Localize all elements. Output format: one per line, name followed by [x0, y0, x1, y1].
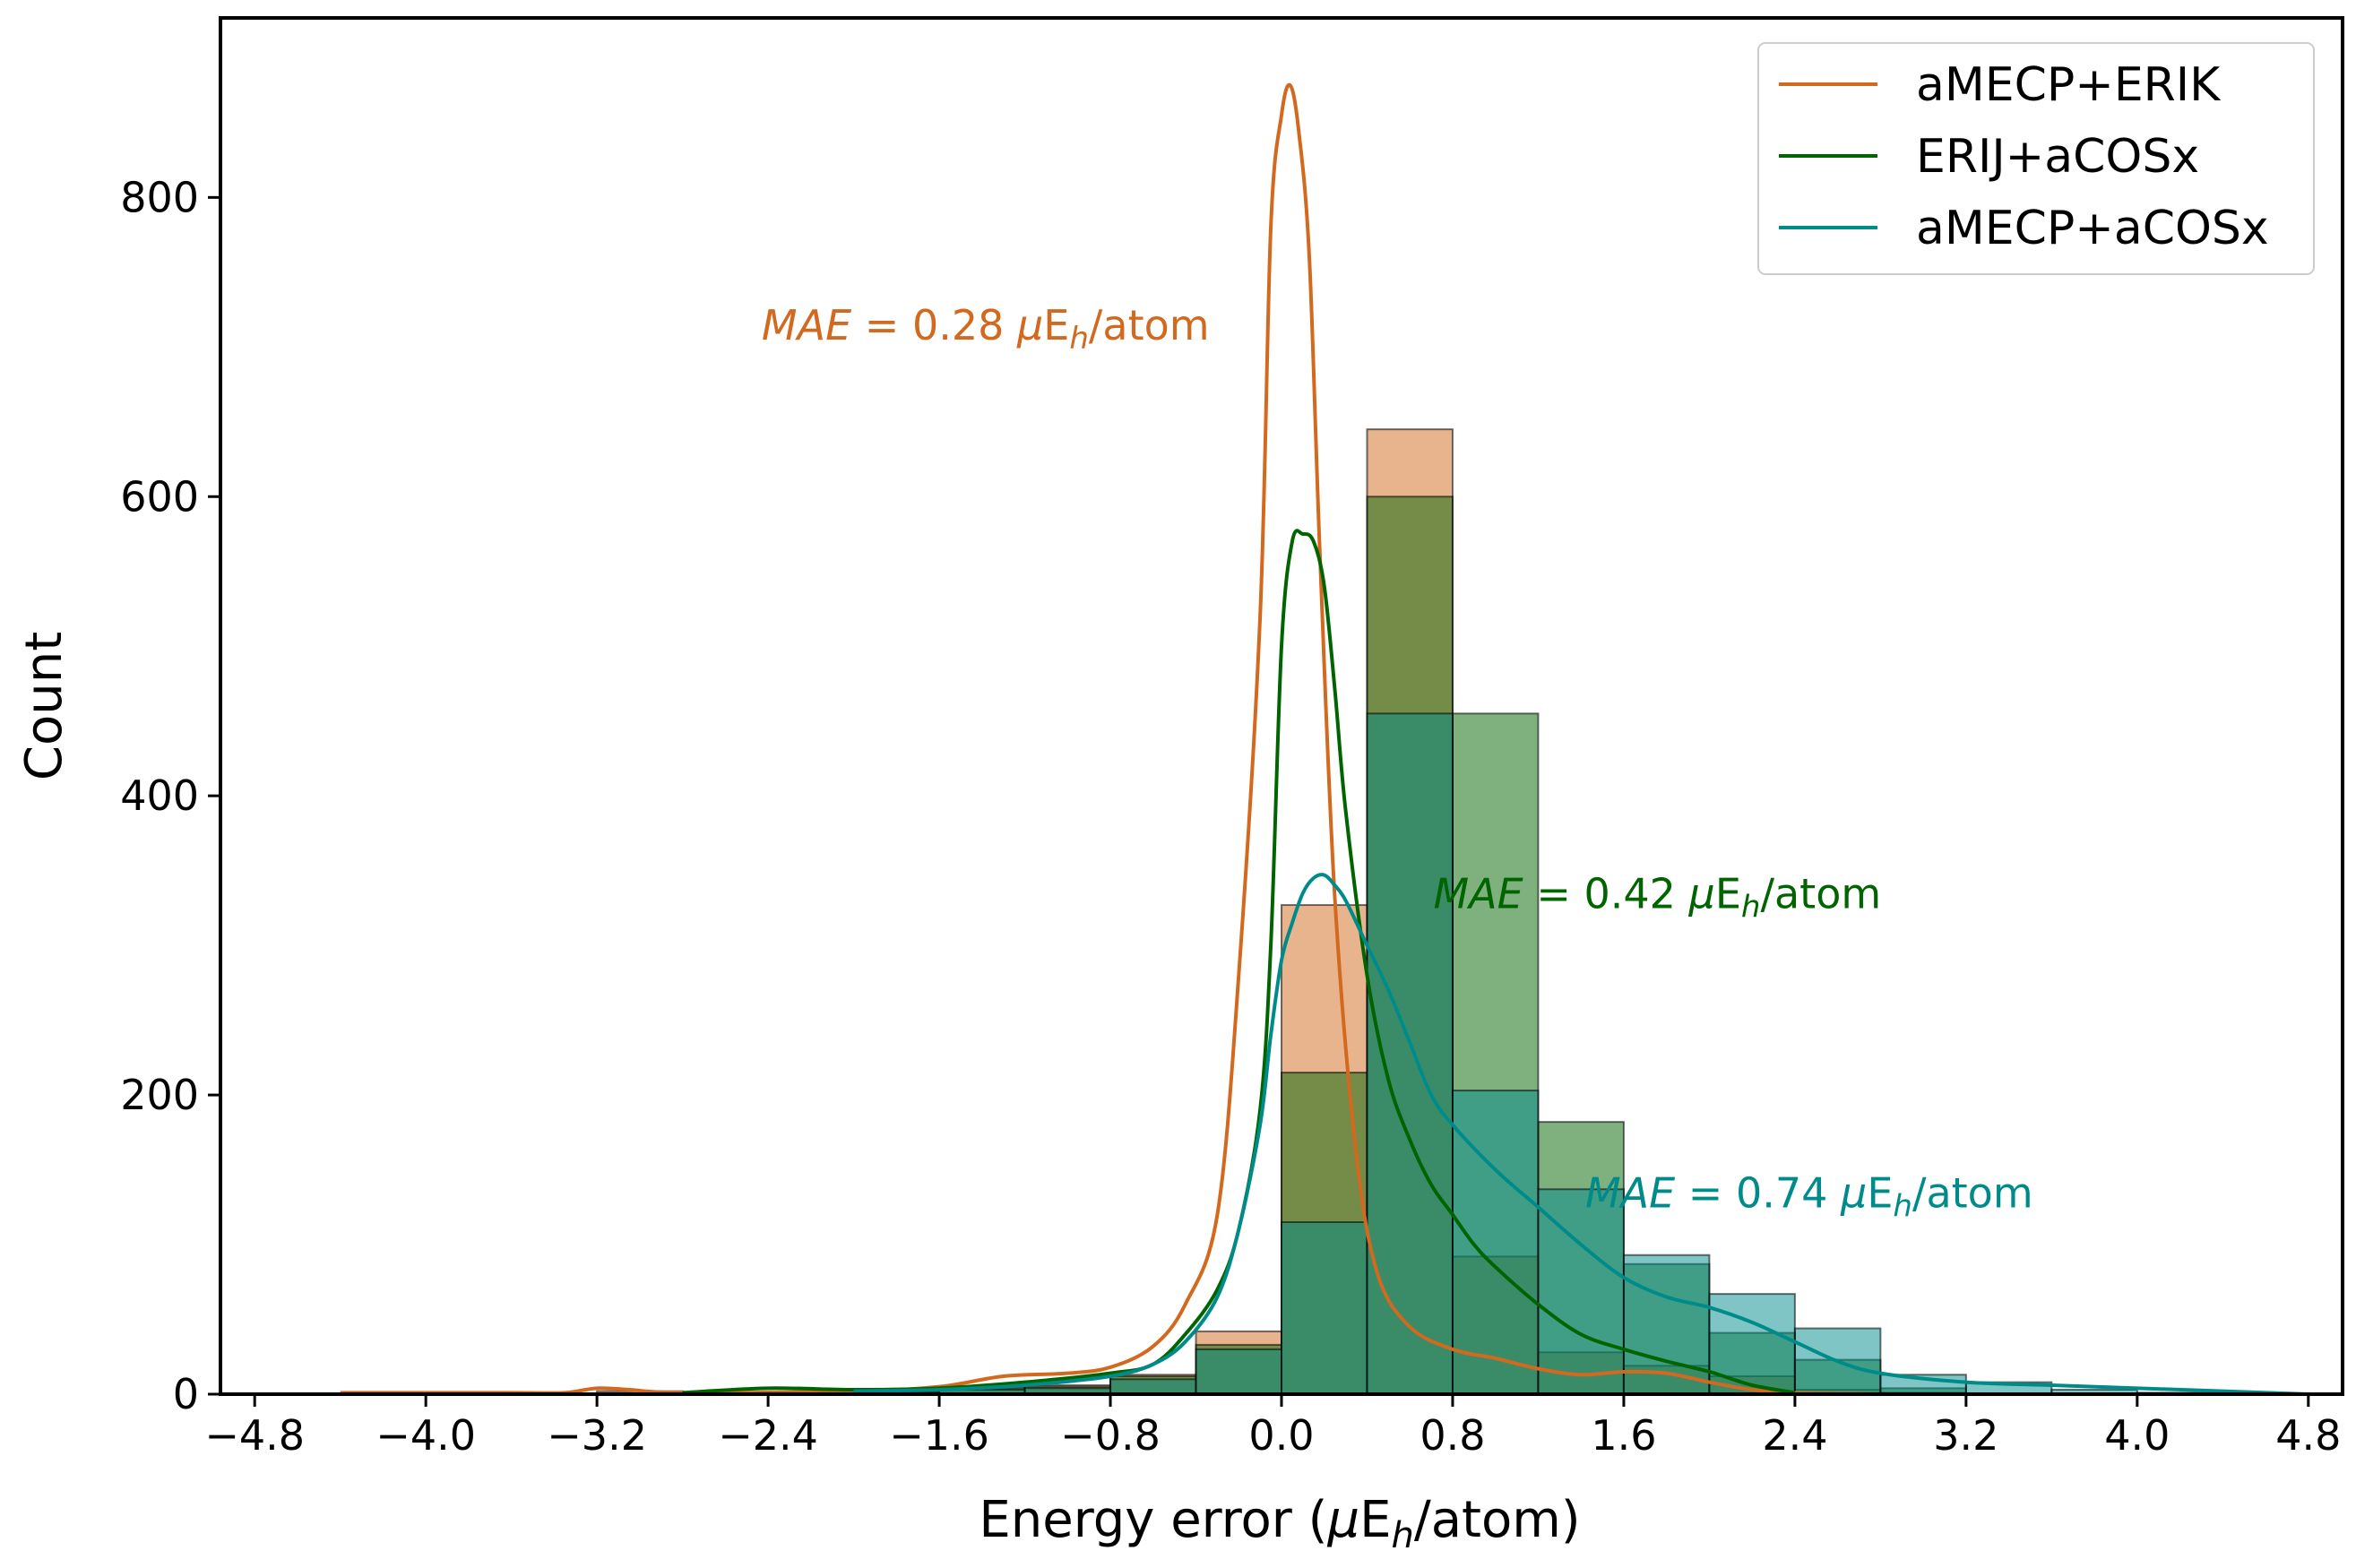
legend-box: [1757, 42, 2315, 275]
x-tick-label: 4.8: [2275, 1411, 2341, 1460]
mae-unit-sub: h: [1893, 1188, 1912, 1224]
mae-unit-mu: μ: [1840, 1168, 1867, 1217]
mae-unit-suffix: /atom: [1760, 869, 1881, 918]
y-tick-label: 200: [120, 1071, 199, 1119]
legend-label: ERIJ+aCOSx: [1916, 130, 2199, 184]
mae-unit-suffix: /atom: [1089, 301, 1210, 349]
hist-bar: [1281, 1221, 1368, 1395]
x-axis-ticks: −4.8 −4.0 −3.2 −2.4 −1.6 −0.8 0.0 0.8 1.6 2.4 3.2 4…: [204, 1394, 2341, 1460]
mae-unit-sub: h: [1741, 889, 1761, 925]
y-tick-label: 400: [120, 771, 199, 820]
hist-bar: [1195, 1348, 1282, 1396]
x-tick-label: 0.8: [1420, 1411, 1485, 1460]
legend-entries: aMECP+ERIK ERIJ+aCOSx aMECP+aCOSx: [1779, 58, 2269, 255]
kde-line: [853, 873, 2309, 1396]
x-axis-title: Energy error (μEh/atom): [979, 1491, 1580, 1556]
mae-label: MAE: [1433, 869, 1523, 918]
y-tick-label: 800: [120, 173, 199, 221]
mae-unit-mu: μ: [1688, 869, 1715, 918]
mae-annotation: MAE = 0.28 μEh/atom: [762, 301, 1210, 357]
mae-value: = 0.28: [851, 301, 1017, 349]
y-axis-title: Count: [15, 632, 73, 780]
y-tick-label: 600: [120, 472, 199, 521]
x-tick-label: −2.4: [718, 1411, 818, 1460]
legend: aMECP+ERIK ERIJ+aCOSx aMECP+aCOSx: [1757, 42, 2315, 275]
x-tick-label: −4.0: [375, 1411, 476, 1460]
mae-unit-sub: h: [1069, 321, 1089, 357]
legend-label: aMECP+ERIK: [1916, 58, 2222, 112]
x-tick-label: −3.2: [547, 1411, 647, 1460]
x-axis-title-suffix: /atom): [1414, 1491, 1581, 1549]
x-tick-label: 2.4: [1762, 1411, 1827, 1460]
mae-unit-e: E: [1043, 301, 1069, 349]
x-axis-title-E: E: [1359, 1491, 1391, 1549]
x-tick-label: 4.0: [2104, 1411, 2170, 1460]
hist-bar: [1109, 1378, 1197, 1395]
mae-label: MAE: [1585, 1168, 1675, 1217]
x-axis-title-sub: h: [1391, 1515, 1413, 1556]
x-axis-title-prefix: Energy error (: [979, 1491, 1327, 1549]
x-tick-label: −0.8: [1060, 1411, 1161, 1460]
x-tick-label: 1.6: [1591, 1411, 1656, 1460]
histogram-bars: [596, 428, 2224, 1396]
mae-label: MAE: [762, 301, 851, 349]
x-tick-label: 0.0: [1248, 1411, 1314, 1460]
mae-unit-suffix: /atom: [1912, 1168, 2033, 1217]
mae-value: = 0.74: [1675, 1168, 1841, 1217]
kde-line: [682, 529, 1796, 1395]
hist-bar: [1366, 712, 1454, 1395]
x-axis-title-mu: μ: [1326, 1491, 1359, 1549]
x-tick-label: −1.6: [889, 1411, 989, 1460]
mae-annotation: MAE = 0.42 μEh/atom: [1433, 869, 1881, 925]
y-axis-ticks: 0 200 400 600 800: [120, 173, 220, 1418]
mae-value: = 0.42: [1523, 869, 1689, 918]
mae-unit-mu: μ: [1016, 301, 1043, 349]
mae-unit-e: E: [1715, 869, 1741, 918]
legend-label: aMECP+aCOSx: [1916, 202, 2269, 255]
x-tick-label: −4.8: [204, 1411, 305, 1460]
y-tick-label: 0: [173, 1370, 199, 1418]
kde-curves: [340, 82, 2309, 1396]
hist-bar: [1451, 1090, 1540, 1395]
hist-bar: [1708, 1293, 1796, 1396]
mae-unit-e: E: [1867, 1168, 1893, 1217]
mae-annotation: MAE = 0.74 μEh/atom: [1585, 1168, 2033, 1224]
x-tick-label: 3.2: [1933, 1411, 1998, 1460]
